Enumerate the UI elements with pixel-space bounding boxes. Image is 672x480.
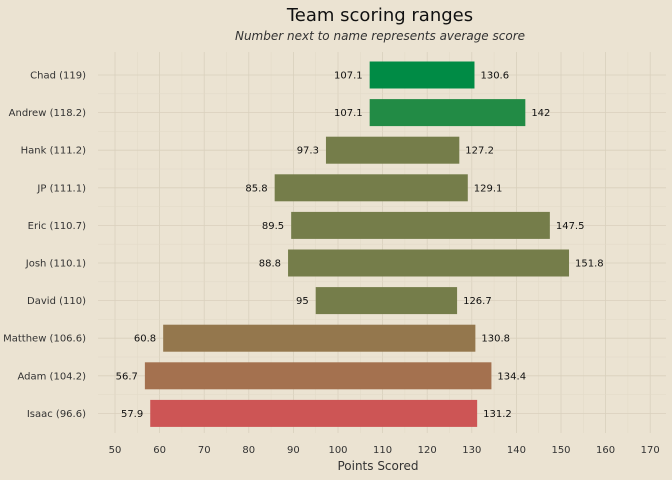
max-value-label: 134.4 <box>497 371 526 382</box>
min-value-label: 85.8 <box>245 183 267 194</box>
x-tick-label: 60 <box>153 445 166 456</box>
min-value-label: 89.5 <box>262 221 284 232</box>
max-value-label: 126.7 <box>463 296 492 307</box>
min-value-label: 107.1 <box>334 71 363 82</box>
range-bar <box>315 287 458 315</box>
min-value-label: 57.9 <box>121 409 143 420</box>
category-label: Eric (110.7) <box>28 221 86 232</box>
category-label: David (110) <box>27 296 86 307</box>
max-value-label: 142 <box>531 108 550 119</box>
max-value-label: 130.8 <box>481 334 510 345</box>
min-value-label: 60.8 <box>134 334 156 345</box>
category-label: Andrew (118.2) <box>9 108 86 119</box>
category-label: Josh (110.1) <box>25 259 86 270</box>
max-value-label: 127.2 <box>465 146 494 157</box>
x-tick-label: 140 <box>507 445 526 456</box>
max-value-label: 130.6 <box>480 71 509 82</box>
category-label: Matthew (106.6) <box>3 334 86 345</box>
range-bar <box>325 136 460 164</box>
x-tick-label: 130 <box>462 445 481 456</box>
x-tick-label: 150 <box>551 445 570 456</box>
max-value-label: 129.1 <box>474 183 503 194</box>
x-tick-label: 160 <box>596 445 615 456</box>
range-bar <box>369 99 526 127</box>
category-label: Hank (111.2) <box>21 146 86 157</box>
category-label: Isaac (96.6) <box>27 409 86 420</box>
category-label: Chad (119) <box>30 71 86 82</box>
max-value-label: 151.8 <box>575 259 604 270</box>
max-value-label: 131.2 <box>483 409 512 420</box>
category-label: JP (111.1) <box>36 183 86 194</box>
range-bar <box>369 61 475 89</box>
chart-title: Team scoring ranges <box>286 5 474 26</box>
x-tick-label: 120 <box>418 445 437 456</box>
range-bar <box>163 324 476 352</box>
x-tick-label: 100 <box>328 445 347 456</box>
x-tick-label: 110 <box>373 445 392 456</box>
x-tick-label: 70 <box>198 445 211 456</box>
x-tick-label: 90 <box>287 445 300 456</box>
x-tick-label: 50 <box>109 445 122 456</box>
range-bar <box>288 249 570 277</box>
range-bar <box>144 362 492 390</box>
category-label: Adam (104.2) <box>18 371 87 382</box>
x-tick-label: 80 <box>242 445 255 456</box>
range-bar <box>274 174 468 202</box>
min-value-label: 107.1 <box>334 108 363 119</box>
min-value-label: 56.7 <box>116 371 138 382</box>
min-value-label: 88.8 <box>259 259 281 270</box>
x-tick-label: 170 <box>641 445 660 456</box>
max-value-label: 147.5 <box>556 221 585 232</box>
x-axis-title: Points Scored <box>337 459 418 473</box>
chart-subtitle: Number next to name represents average s… <box>234 29 526 43</box>
range-bar <box>291 211 550 239</box>
min-value-label: 97.3 <box>297 146 319 157</box>
range-bar <box>150 399 478 427</box>
min-value-label: 95 <box>296 296 309 307</box>
